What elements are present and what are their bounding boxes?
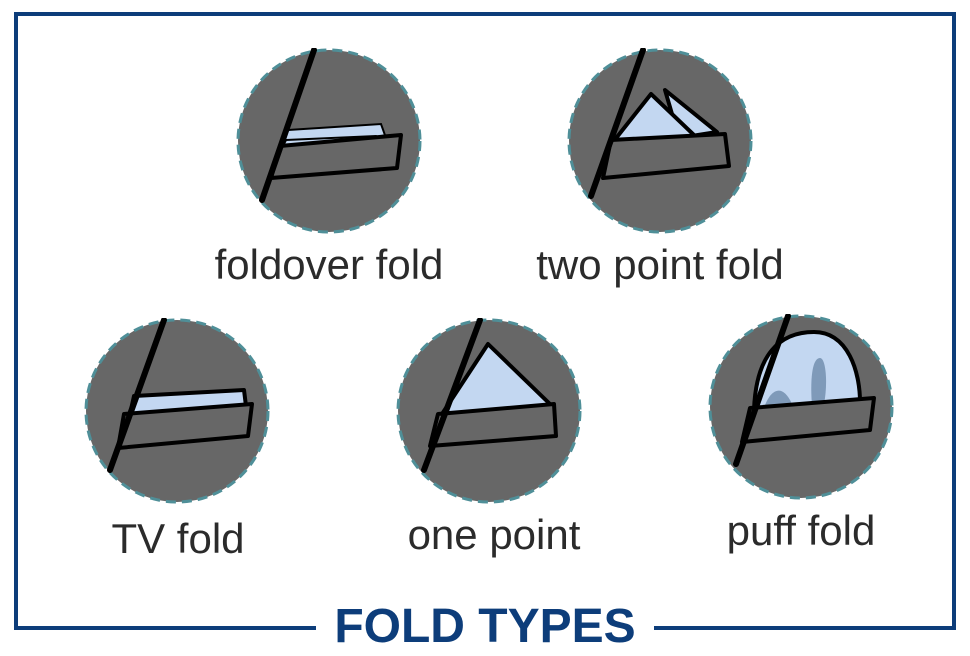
fold-label-foldover: foldover fold <box>214 241 444 288</box>
puff-fold-icon <box>708 314 894 500</box>
foldover-fold-icon <box>236 48 422 234</box>
two-point-fold-icon <box>567 48 753 234</box>
fold-label-two-point: two point fold <box>536 241 784 288</box>
title-container: FOLD TYPES <box>0 598 970 656</box>
fold-label-one-point: one point <box>407 511 581 558</box>
fold-label-tv: TV fold <box>111 515 245 562</box>
fold-label-puff: puff fold <box>726 507 876 554</box>
one-point-fold-icon <box>396 318 582 504</box>
diagram-title: FOLD TYPES <box>316 598 654 656</box>
tv-fold-icon <box>84 318 270 504</box>
